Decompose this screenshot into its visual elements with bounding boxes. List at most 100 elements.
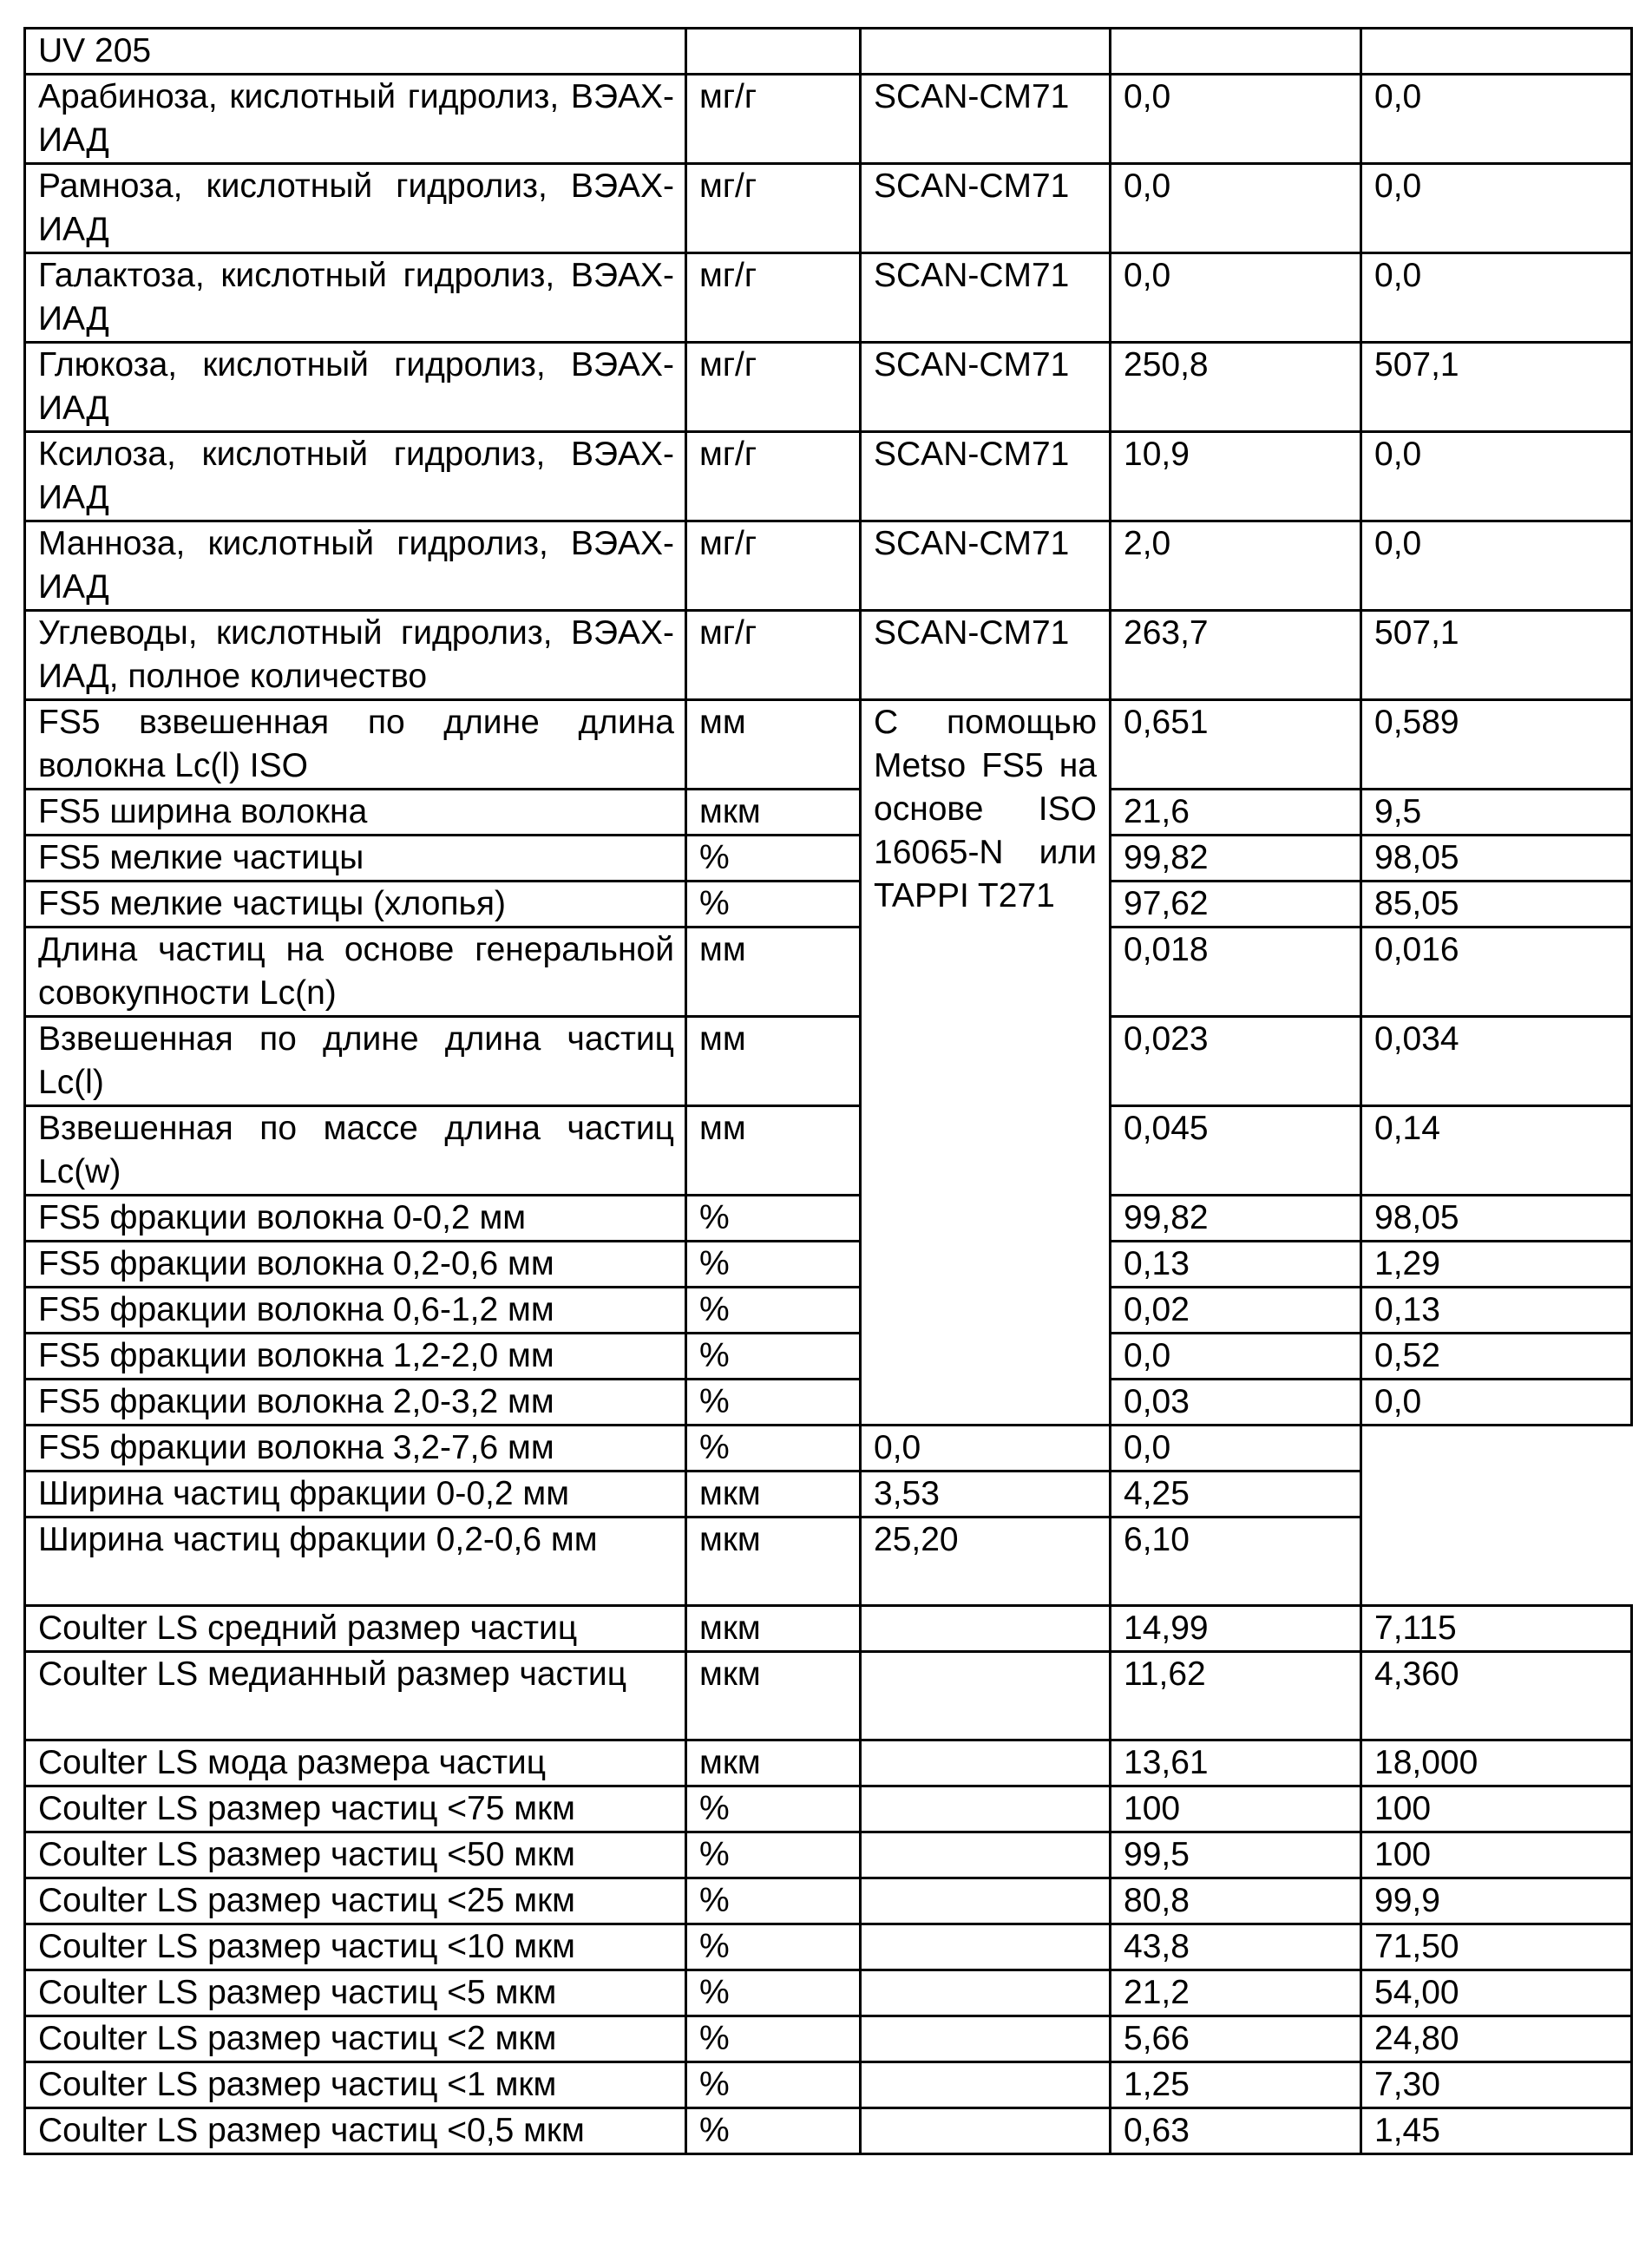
method-cell bbox=[861, 1786, 1111, 1832]
parameter-name-cell: Длина частиц на основе генеральной совок… bbox=[25, 928, 686, 1017]
value-1-cell: 0,045 bbox=[1111, 1106, 1361, 1196]
value-1-cell bbox=[1111, 29, 1361, 75]
value-2-cell: 0,589 bbox=[1361, 700, 1632, 790]
value-1-cell: 0,0 bbox=[1111, 75, 1361, 164]
value-1-cell: 0,13 bbox=[1111, 1242, 1361, 1288]
value-2-cell: 0,14 bbox=[1361, 1106, 1632, 1196]
value-1-cell: 100 bbox=[1111, 1786, 1361, 1832]
parameter-name-cell: Ширина частиц фракции 0-0,2 мм bbox=[25, 1472, 686, 1517]
table-row: Галактоза, кислотный гидролиз, ВЭАХ-ИАДм… bbox=[25, 253, 1632, 343]
table-row: Глюкоза, кислотный гидролиз, ВЭАХ-ИАДмг/… bbox=[25, 343, 1632, 432]
value-2-cell: 1,29 bbox=[1361, 1242, 1632, 1288]
method-cell: SCAN-CM71 bbox=[861, 611, 1111, 700]
table-row: FS5 мелкие частицы%99,8298,05 bbox=[25, 836, 1632, 882]
table-row: Coulter LS размер частиц <0,5 мкм% 0,631,… bbox=[25, 2108, 1632, 2154]
value-2-cell: 507,1 bbox=[1361, 343, 1632, 432]
value-1-cell: 21,2 bbox=[1111, 1970, 1361, 2016]
parameter-name-cell: FS5 фракции волокна 1,2-2,0 мм bbox=[25, 1334, 686, 1380]
table-body: UV 205Арабиноза, кислотный гидролиз, ВЭА… bbox=[25, 29, 1632, 2154]
method-cell bbox=[861, 1740, 1111, 1786]
table-row: FS5 фракции волокна 0-0,2 мм%99,8298,05 bbox=[25, 1196, 1632, 1242]
unit-cell: мкм bbox=[686, 1740, 861, 1786]
value-2-cell: 18,000 bbox=[1361, 1740, 1632, 1786]
unit-cell: % bbox=[686, 1878, 861, 1924]
value-2-cell: 1,45 bbox=[1361, 2108, 1632, 2154]
method-cell bbox=[861, 1606, 1111, 1652]
parameter-name-cell: Coulter LS размер частиц <5 мкм bbox=[25, 1970, 686, 2016]
unit-cell: % bbox=[686, 836, 861, 882]
parameter-name-cell: UV 205 bbox=[25, 29, 686, 75]
value-1-cell: 0,03 bbox=[1111, 1380, 1361, 1426]
table-row: Ширина частиц фракции 0-0,2 мммкм3,534,2… bbox=[25, 1472, 1632, 1517]
parameter-name-cell: FS5 взвешенная по длине длина волокна Lc… bbox=[25, 700, 686, 790]
value-2-cell: 98,05 bbox=[1361, 836, 1632, 882]
value-2-cell: 100 bbox=[1361, 1832, 1632, 1878]
value-1-cell: 13,61 bbox=[1111, 1740, 1361, 1786]
method-cell bbox=[861, 29, 1111, 75]
value-1-cell: 0,018 bbox=[1111, 928, 1361, 1017]
parameter-name-cell: FS5 фракции волокна 0,6-1,2 мм bbox=[25, 1288, 686, 1334]
parameter-name-cell: Рамноза, кислотный гидролиз, ВЭАХ-ИАД bbox=[25, 164, 686, 253]
value-1-cell: 3,53 bbox=[861, 1472, 1111, 1517]
value-2-cell: 100 bbox=[1361, 1786, 1632, 1832]
table-row: Взвешенная по массе длина частиц Lc(w)мм… bbox=[25, 1106, 1632, 1196]
value-2-cell: 4,360 bbox=[1361, 1652, 1632, 1740]
value-2-cell: 85,05 bbox=[1361, 882, 1632, 928]
parameter-name-cell: Coulter LS размер частиц <1 мкм bbox=[25, 2062, 686, 2108]
data-table: UV 205Арабиноза, кислотный гидролиз, ВЭА… bbox=[23, 27, 1633, 2155]
parameter-name-cell: Ширина частиц фракции 0,2-0,6 мм bbox=[25, 1517, 686, 1606]
unit-cell: мм bbox=[686, 1017, 861, 1106]
unit-cell: мкм bbox=[686, 1652, 861, 1740]
parameter-name-cell: Арабиноза, кислотный гидролиз, ВЭАХ-ИАД bbox=[25, 75, 686, 164]
parameter-name-cell: Coulter LS размер частиц <2 мкм bbox=[25, 2016, 686, 2062]
value-1-cell: 0,0 bbox=[1111, 253, 1361, 343]
value-1-cell: 11,62 bbox=[1111, 1652, 1361, 1740]
parameter-name-cell: FS5 мелкие частицы (хлопья) bbox=[25, 882, 686, 928]
method-cell bbox=[861, 1878, 1111, 1924]
method-cell: SCAN-CM71 bbox=[861, 164, 1111, 253]
table-row: Взвешенная по длине длина частиц Lc(l)мм… bbox=[25, 1017, 1632, 1106]
unit-cell: мкм bbox=[686, 1606, 861, 1652]
parameter-name-cell: FS5 фракции волокна 0,2-0,6 мм bbox=[25, 1242, 686, 1288]
unit-cell: % bbox=[686, 1786, 861, 1832]
value-1-cell: 5,66 bbox=[1111, 2016, 1361, 2062]
method-cell bbox=[861, 1970, 1111, 2016]
unit-cell: % bbox=[686, 1196, 861, 1242]
parameter-name-cell: Манноза, кислотный гидролиз, ВЭАХ-ИАД bbox=[25, 521, 686, 611]
parameter-name-cell: Coulter LS размер частиц <75 мкм bbox=[25, 1786, 686, 1832]
value-1-cell: 0,02 bbox=[1111, 1288, 1361, 1334]
parameter-name-cell: Coulter LS размер частиц <50 мкм bbox=[25, 1832, 686, 1878]
table-row: Coulter LS размер частиц <75 мкм% 100100 bbox=[25, 1786, 1632, 1832]
value-2-cell: 99,9 bbox=[1361, 1878, 1632, 1924]
method-cell: SCAN-CM71 bbox=[861, 343, 1111, 432]
value-1-cell: 0,63 bbox=[1111, 2108, 1361, 2154]
method-cell: SCAN-CM71 bbox=[861, 432, 1111, 521]
value-1-cell: 10,9 bbox=[1111, 432, 1361, 521]
value-2-cell: 0,034 bbox=[1361, 1017, 1632, 1106]
unit-cell: % bbox=[686, 1924, 861, 1970]
value-2-cell: 24,80 bbox=[1361, 2016, 1632, 2062]
value-1-cell: 80,8 bbox=[1111, 1878, 1361, 1924]
table-row: Углеводы, кислотный гидролиз, ВЭАХ-ИАД, … bbox=[25, 611, 1632, 700]
parameter-name-cell: Взвешенная по массе длина частиц Lc(w) bbox=[25, 1106, 686, 1196]
value-1-cell: 0,651 bbox=[1111, 700, 1361, 790]
value-2-cell: 7,115 bbox=[1361, 1606, 1632, 1652]
parameter-name-cell: FS5 фракции волокна 2,0-3,2 мм bbox=[25, 1380, 686, 1426]
value-1-cell: 250,8 bbox=[1111, 343, 1361, 432]
table-row: Coulter LS мода размера частицмкм13,6118… bbox=[25, 1740, 1632, 1786]
value-1-cell: 99,5 bbox=[1111, 1832, 1361, 1878]
value-1-cell: 0,0 bbox=[1111, 1334, 1361, 1380]
unit-cell: % bbox=[686, 2108, 861, 2154]
table-row: FS5 фракции волокна 1,2-2,0 мм% 0,00,52 bbox=[25, 1334, 1632, 1380]
value-2-cell: 0,52 bbox=[1361, 1334, 1632, 1380]
value-2-cell: 0,0 bbox=[1361, 164, 1632, 253]
unit-cell: % bbox=[686, 1334, 861, 1380]
parameter-name-cell: FS5 ширина волокна bbox=[25, 790, 686, 836]
table-row: UV 205 bbox=[25, 29, 1632, 75]
table-row: Ширина частиц фракции 0,2-0,6 мммкм25,20… bbox=[25, 1517, 1632, 1606]
method-cell: SCAN-CM71 bbox=[861, 75, 1111, 164]
table-row: Арабиноза, кислотный гидролиз, ВЭАХ-ИАДм… bbox=[25, 75, 1632, 164]
parameter-name-cell: Галактоза, кислотный гидролиз, ВЭАХ-ИАД bbox=[25, 253, 686, 343]
table-row: Coulter LS средний размер частицмкм14,99… bbox=[25, 1606, 1632, 1652]
parameter-name-cell: Coulter LS размер частиц <0,5 мкм bbox=[25, 2108, 686, 2154]
